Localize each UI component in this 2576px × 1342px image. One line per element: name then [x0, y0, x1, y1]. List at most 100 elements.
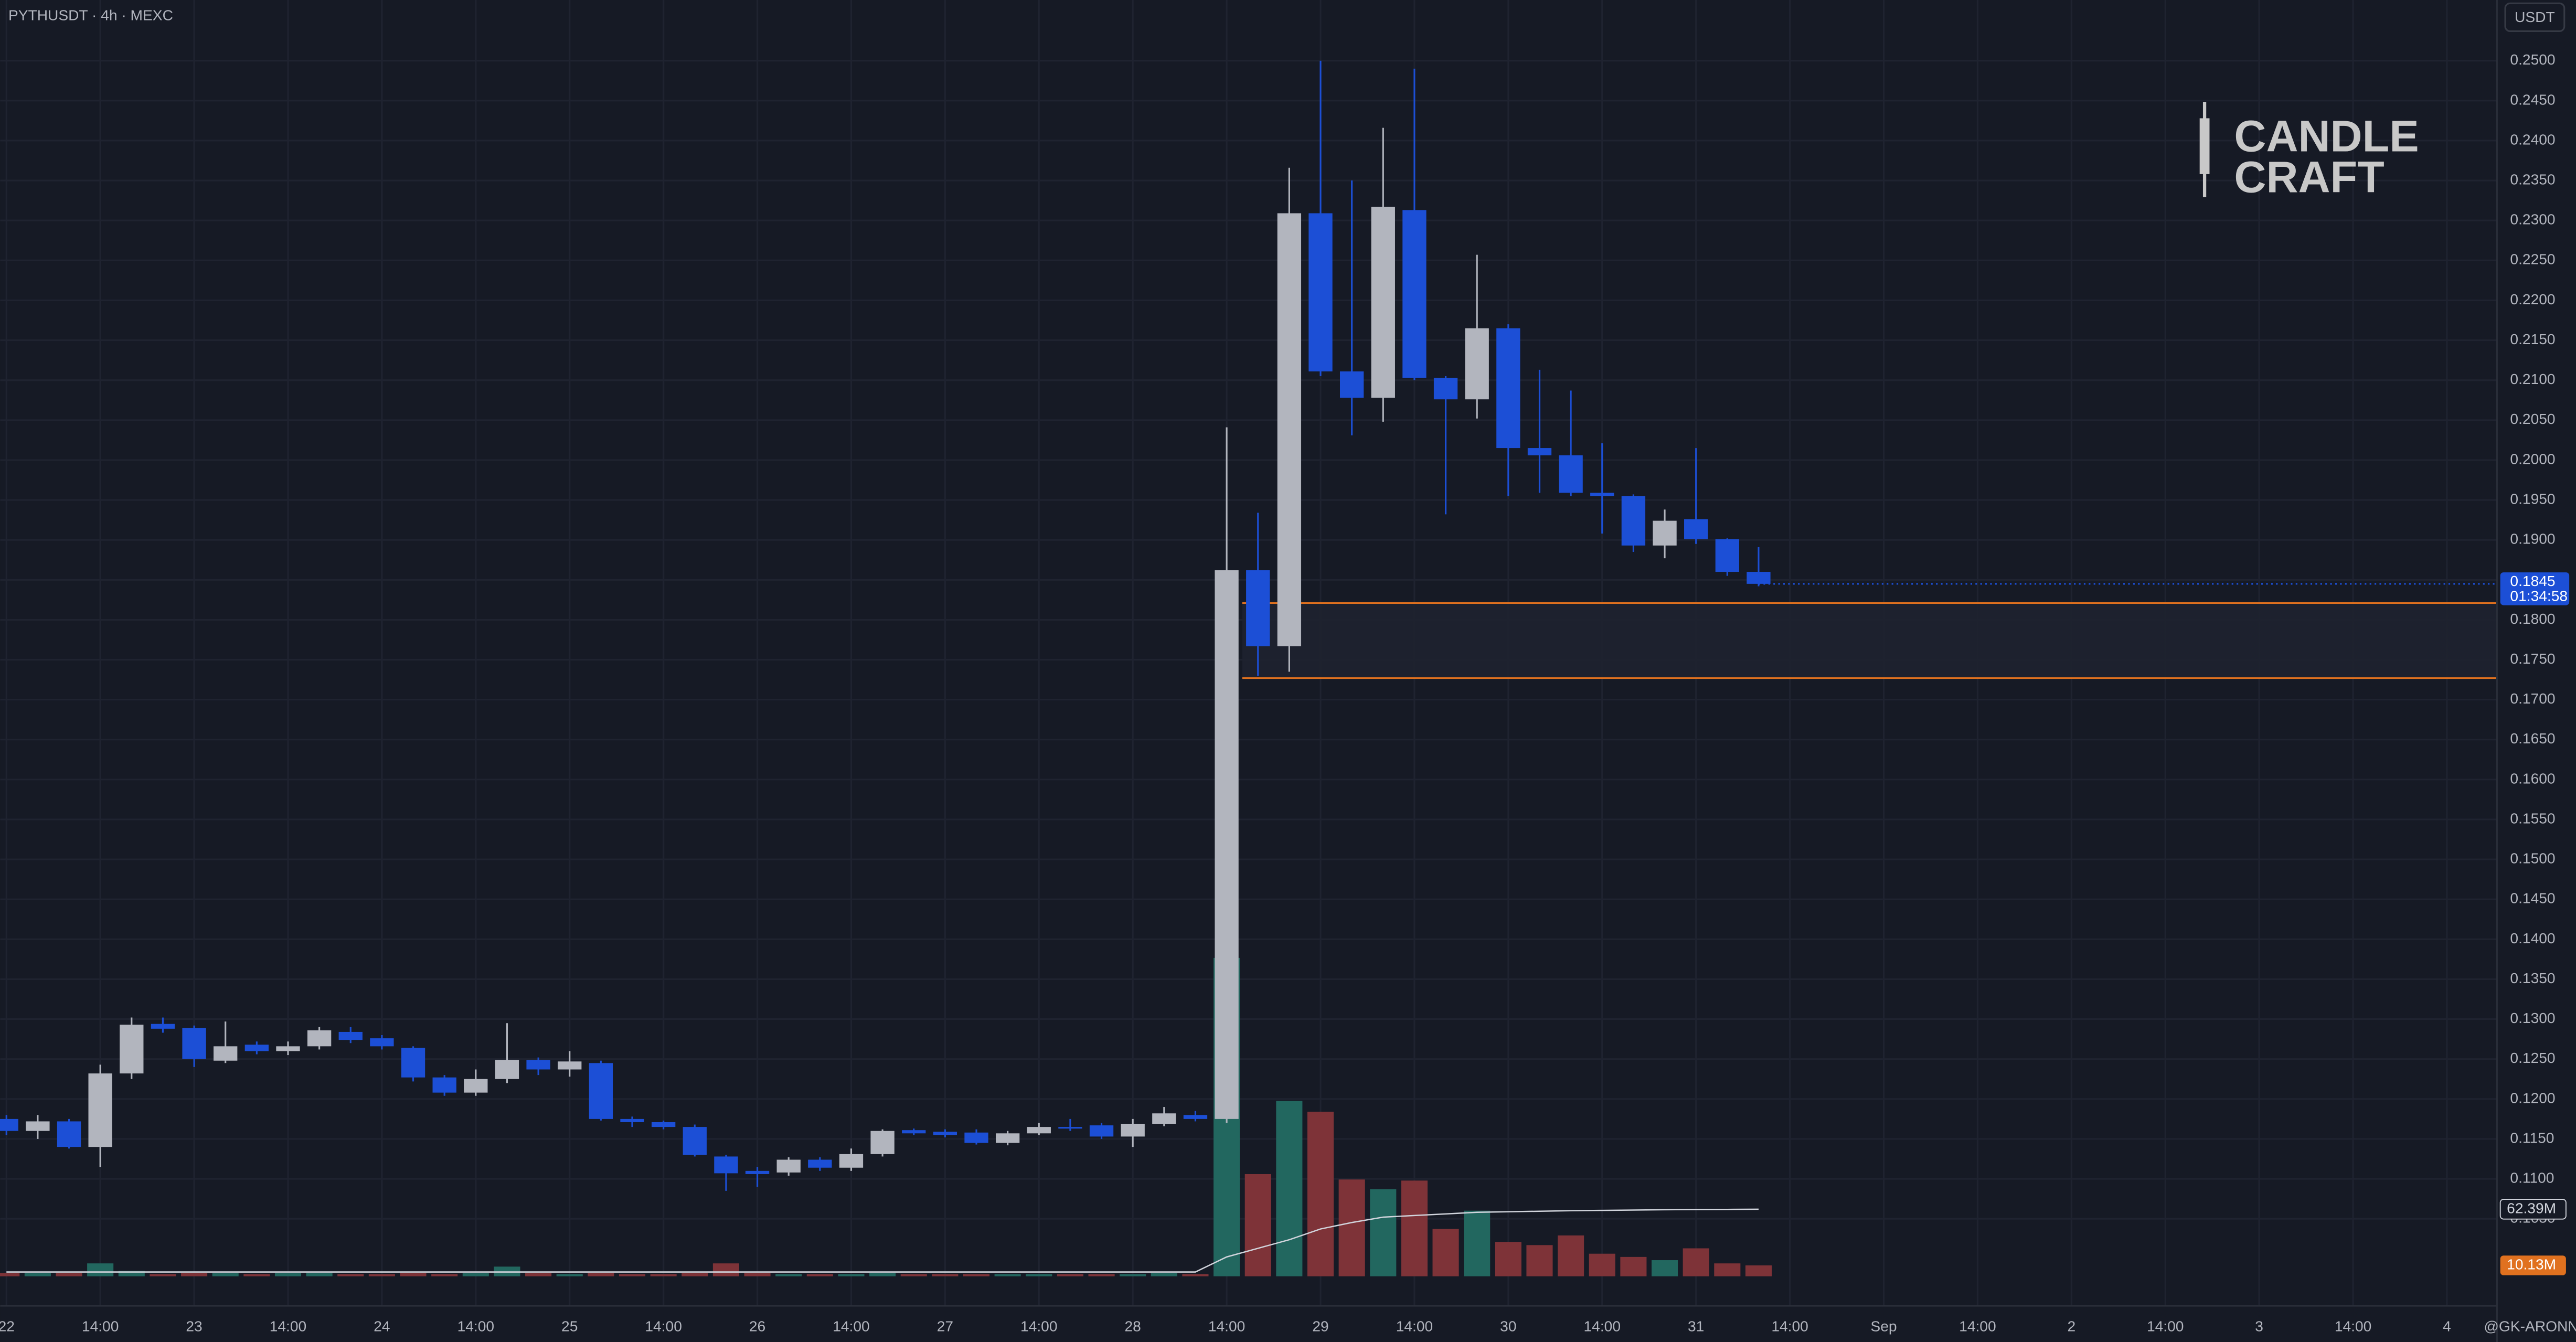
volume-ma-label: 62.39M: [2507, 1199, 2556, 1216]
volume-bar: [1182, 1274, 1209, 1276]
candle-body: [902, 1130, 926, 1134]
candle-body: [1559, 455, 1583, 493]
volume-bar: [932, 1274, 959, 1276]
candle-body: [495, 1060, 519, 1079]
volume-ma-line: [6, 1208, 1759, 1273]
volume-bar: [712, 1263, 739, 1276]
volume-bar: [400, 1273, 427, 1276]
y-tick-label: 0.1400: [2510, 930, 2555, 946]
y-tick-label: 0.2150: [2510, 331, 2555, 347]
volume-bar: [462, 1273, 489, 1276]
volume-bar: [1120, 1274, 1146, 1276]
volume-bar: [181, 1273, 208, 1276]
x-tick-label: 3: [2255, 1317, 2263, 1334]
volume-bar: [900, 1274, 927, 1276]
y-tick-label: 0.2000: [2510, 450, 2555, 467]
currency: USDT: [2515, 8, 2555, 25]
candle-body: [1058, 1127, 1082, 1129]
y-tick-label: 0.2300: [2510, 211, 2555, 228]
y-tick-label: 0.1100: [2510, 1169, 2554, 1186]
volume-bar: [56, 1273, 82, 1276]
volume-bar: [588, 1273, 614, 1276]
watermark: CANDLE CRAFT: [2199, 102, 2419, 202]
x-tick-label: 29: [1312, 1317, 1328, 1334]
candle-body: [1653, 520, 1677, 546]
candle-body: [1715, 539, 1739, 572]
y-tick-label: 0.2400: [2510, 131, 2555, 147]
candle-body: [338, 1031, 363, 1040]
y-tick-label: 0.2350: [2510, 171, 2555, 187]
candle-body: [839, 1154, 864, 1168]
volume-bar: [1683, 1248, 1709, 1276]
x-tick-label: 23: [186, 1317, 202, 1334]
candle-body: [0, 1119, 18, 1131]
candle-body: [1121, 1124, 1145, 1137]
watermark-text: CRAFT: [2234, 152, 2384, 202]
x-tick-label: 14:00: [270, 1317, 306, 1334]
x-tick-label: 14:00: [2147, 1317, 2184, 1334]
candle-body: [1402, 210, 1427, 378]
candle-body: [1433, 378, 1458, 400]
candle-body: [933, 1132, 957, 1135]
x-tick-label: 24: [374, 1317, 390, 1334]
candle-body: [307, 1030, 332, 1047]
volume-bar: [1057, 1274, 1083, 1276]
candle-body: [370, 1038, 394, 1047]
y-tick-label: 0.2050: [2510, 410, 2555, 427]
volume-box: [2500, 1255, 2566, 1275]
volume-bar: [744, 1273, 771, 1276]
currency-box[interactable]: [2504, 2, 2566, 33]
volume-bar: [212, 1273, 239, 1276]
volume-bar: [963, 1274, 990, 1276]
x-tick-label: 14:00: [1208, 1317, 1245, 1334]
volume-bar: [368, 1274, 395, 1276]
candle-body: [57, 1121, 81, 1147]
price-pane: [0, 60, 2497, 1191]
candle-body: [1684, 519, 1708, 539]
x-tick-label: 4: [2443, 1317, 2451, 1334]
candle-body: [182, 1028, 206, 1059]
volume-bar: [1620, 1256, 1647, 1276]
x-tick-label: 25: [561, 1317, 578, 1334]
watermark-text: CANDLE: [2234, 111, 2419, 161]
candle-body: [432, 1077, 456, 1093]
candle-body: [651, 1122, 676, 1127]
candle-body: [401, 1048, 425, 1078]
x-tick-label: 14:00: [1959, 1317, 1996, 1334]
candle-body: [776, 1159, 801, 1173]
x-tick-label: 14:00: [1771, 1317, 1808, 1334]
axes: 0.2500 0.2450 0.2400 0.2350 0.2300 0.2250 0.22…: [0, 51, 2570, 1334]
volume-bar: [994, 1274, 1021, 1276]
candle-body: [1590, 493, 1614, 496]
volume-ma-box: [2499, 1199, 2567, 1220]
volume-bar: [1276, 1101, 1303, 1276]
volume-bar: [556, 1274, 583, 1276]
volume-bar: [24, 1273, 51, 1276]
candle-body: [88, 1073, 112, 1147]
candle-body: [26, 1121, 50, 1131]
candle-body: [1152, 1113, 1176, 1124]
volume-bar: [87, 1263, 114, 1276]
volume-bar: [1745, 1265, 1772, 1276]
y-tick-label: 0.1650: [2510, 730, 2555, 747]
zone: [1242, 603, 2497, 678]
volume-bar: [118, 1271, 145, 1276]
candle-body: [526, 1060, 550, 1070]
candle-body: [995, 1133, 1020, 1143]
candle-body: [683, 1127, 707, 1155]
x-tick-label: Sep: [1870, 1317, 1897, 1334]
volume-bar: [838, 1274, 865, 1276]
volume-bar: [682, 1273, 708, 1276]
y-tick-label: 0.2450: [2510, 91, 2555, 108]
volume-label: 10.13M: [2507, 1255, 2556, 1272]
volume-bar: [619, 1274, 646, 1276]
volume-bar: [1338, 1179, 1365, 1276]
volume-bar: [1088, 1274, 1115, 1276]
y-tick-label: 0.1350: [2510, 970, 2555, 986]
volume-bar: [306, 1273, 333, 1276]
x-tick-label: 14:00: [1396, 1317, 1433, 1334]
candle-body: [964, 1132, 988, 1143]
candle-body: [1496, 328, 1520, 449]
candle-body: [745, 1170, 770, 1174]
